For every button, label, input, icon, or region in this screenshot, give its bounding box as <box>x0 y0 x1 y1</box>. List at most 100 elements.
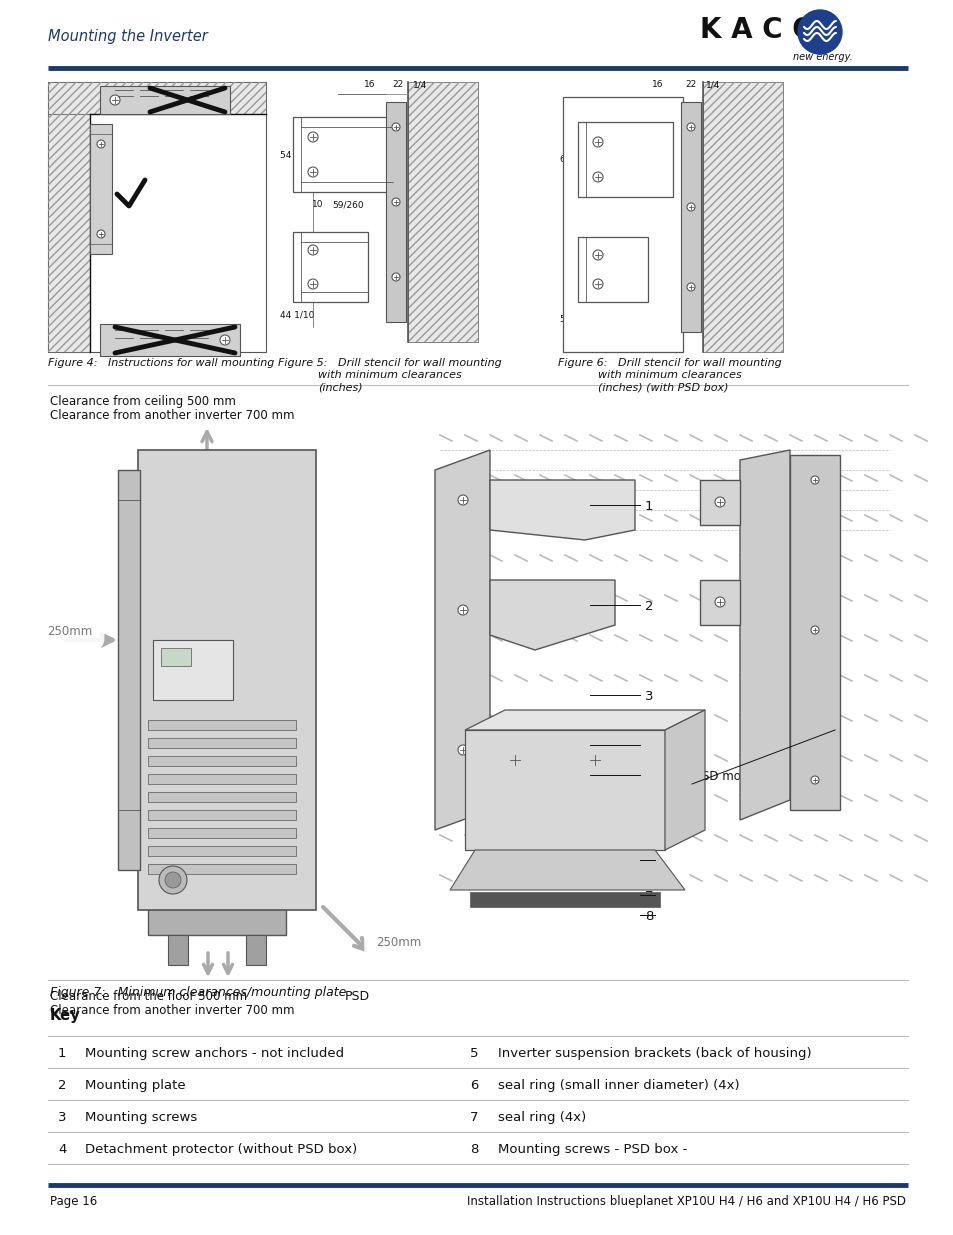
Polygon shape <box>490 580 615 650</box>
Polygon shape <box>464 710 704 730</box>
Bar <box>168 935 188 965</box>
Circle shape <box>593 279 602 289</box>
Bar <box>90 124 112 254</box>
Text: Detachment protector (without PSD box): Detachment protector (without PSD box) <box>85 1144 356 1156</box>
Text: Mounting the Inverter: Mounting the Inverter <box>48 28 208 43</box>
Polygon shape <box>664 710 704 850</box>
Circle shape <box>714 496 724 508</box>
Text: Clearance from another inverter 700 mm: Clearance from another inverter 700 mm <box>50 409 294 422</box>
Bar <box>48 82 266 114</box>
Circle shape <box>457 605 468 615</box>
Text: PSD mounting plate: PSD mounting plate <box>695 769 812 783</box>
Text: Installation Instructions blueplanet XP10U H4 / H6 and XP10U H4 / H6 PSD: Installation Instructions blueplanet XP1… <box>467 1195 905 1208</box>
Bar <box>48 114 90 352</box>
Circle shape <box>686 124 695 131</box>
Polygon shape <box>700 480 740 525</box>
Text: 59/260: 59/260 <box>332 200 363 209</box>
Text: (inches) (with PSD box): (inches) (with PSD box) <box>598 382 728 391</box>
Text: 6: 6 <box>470 1079 477 1092</box>
Circle shape <box>392 124 399 131</box>
Text: 1/4: 1/4 <box>413 80 427 89</box>
Text: 59/260: 59/260 <box>614 205 645 214</box>
Bar <box>578 237 647 303</box>
Text: Figure 4:   Instructions for wall mounting: Figure 4: Instructions for wall mounting <box>48 358 274 368</box>
Text: 66 3/5: 66 3/5 <box>559 156 588 164</box>
Circle shape <box>586 752 602 768</box>
Circle shape <box>810 475 818 484</box>
Circle shape <box>498 897 504 902</box>
Text: 13: 13 <box>682 185 695 194</box>
Bar <box>408 82 477 342</box>
Bar <box>246 935 266 965</box>
Circle shape <box>810 776 818 784</box>
Circle shape <box>797 10 841 54</box>
Bar <box>408 82 477 342</box>
Bar <box>148 900 286 935</box>
Bar <box>48 114 90 352</box>
Text: 22: 22 <box>392 80 403 89</box>
Circle shape <box>686 203 695 211</box>
Text: 10: 10 <box>594 205 605 214</box>
Text: Inverter suspension brackets (back of housing): Inverter suspension brackets (back of ho… <box>497 1047 811 1060</box>
Circle shape <box>110 95 120 105</box>
Circle shape <box>308 245 317 254</box>
Circle shape <box>564 897 571 902</box>
Bar <box>148 739 295 748</box>
Text: 8: 8 <box>644 910 653 924</box>
Circle shape <box>810 626 818 634</box>
Text: Mounting screws - PSD box -: Mounting screws - PSD box - <box>497 1144 687 1156</box>
Text: 4: 4 <box>644 741 653 753</box>
Bar <box>148 864 295 874</box>
Text: (inches): (inches) <box>317 382 362 391</box>
Text: 7: 7 <box>470 1112 478 1124</box>
Circle shape <box>593 172 602 182</box>
Bar <box>464 730 664 850</box>
Text: 1: 1 <box>58 1047 67 1060</box>
Polygon shape <box>700 580 740 625</box>
Circle shape <box>165 872 181 888</box>
Circle shape <box>520 897 526 902</box>
Text: seal ring (4x): seal ring (4x) <box>497 1112 586 1124</box>
Bar <box>148 792 295 802</box>
Text: Clearance from the floor 500 mm: Clearance from the floor 500 mm <box>50 990 247 1003</box>
Bar <box>386 103 406 322</box>
Text: 250mm: 250mm <box>375 935 421 948</box>
Bar <box>148 827 295 839</box>
Circle shape <box>542 897 548 902</box>
Bar <box>48 82 266 352</box>
Text: Figure 5:   Drill stencil for wall mounting: Figure 5: Drill stencil for wall mountin… <box>277 358 501 368</box>
Bar <box>148 720 295 730</box>
Text: Figure 7:   Minimum clearances/mounting plate: Figure 7: Minimum clearances/mounting pl… <box>50 986 346 999</box>
Bar <box>578 122 672 198</box>
Circle shape <box>593 249 602 261</box>
Text: 13: 13 <box>388 180 399 189</box>
Text: Mounting screws: Mounting screws <box>85 1112 197 1124</box>
Text: Clearance from another inverter 700 mm: Clearance from another inverter 700 mm <box>50 1004 294 1016</box>
Circle shape <box>608 897 615 902</box>
Bar <box>148 774 295 784</box>
Bar <box>702 82 782 352</box>
Text: K A C O: K A C O <box>700 16 815 44</box>
Text: 54 3/5: 54 3/5 <box>280 149 309 159</box>
Bar <box>702 82 782 352</box>
Text: 1: 1 <box>644 500 653 514</box>
Text: new energy.: new energy. <box>792 52 852 62</box>
Circle shape <box>506 752 522 768</box>
Polygon shape <box>740 450 789 820</box>
Bar <box>562 98 682 352</box>
Text: Page 16: Page 16 <box>50 1195 97 1208</box>
Circle shape <box>97 140 105 148</box>
Text: 6: 6 <box>644 856 653 868</box>
Circle shape <box>220 335 230 345</box>
Polygon shape <box>435 450 490 830</box>
Circle shape <box>630 897 637 902</box>
Text: 10: 10 <box>312 200 323 209</box>
Text: Key: Key <box>50 1008 81 1023</box>
Circle shape <box>586 897 593 902</box>
Text: 7: 7 <box>644 890 653 904</box>
Bar <box>100 86 230 114</box>
Circle shape <box>686 283 695 291</box>
Bar <box>148 756 295 766</box>
Bar <box>161 648 191 666</box>
Bar <box>148 810 295 820</box>
